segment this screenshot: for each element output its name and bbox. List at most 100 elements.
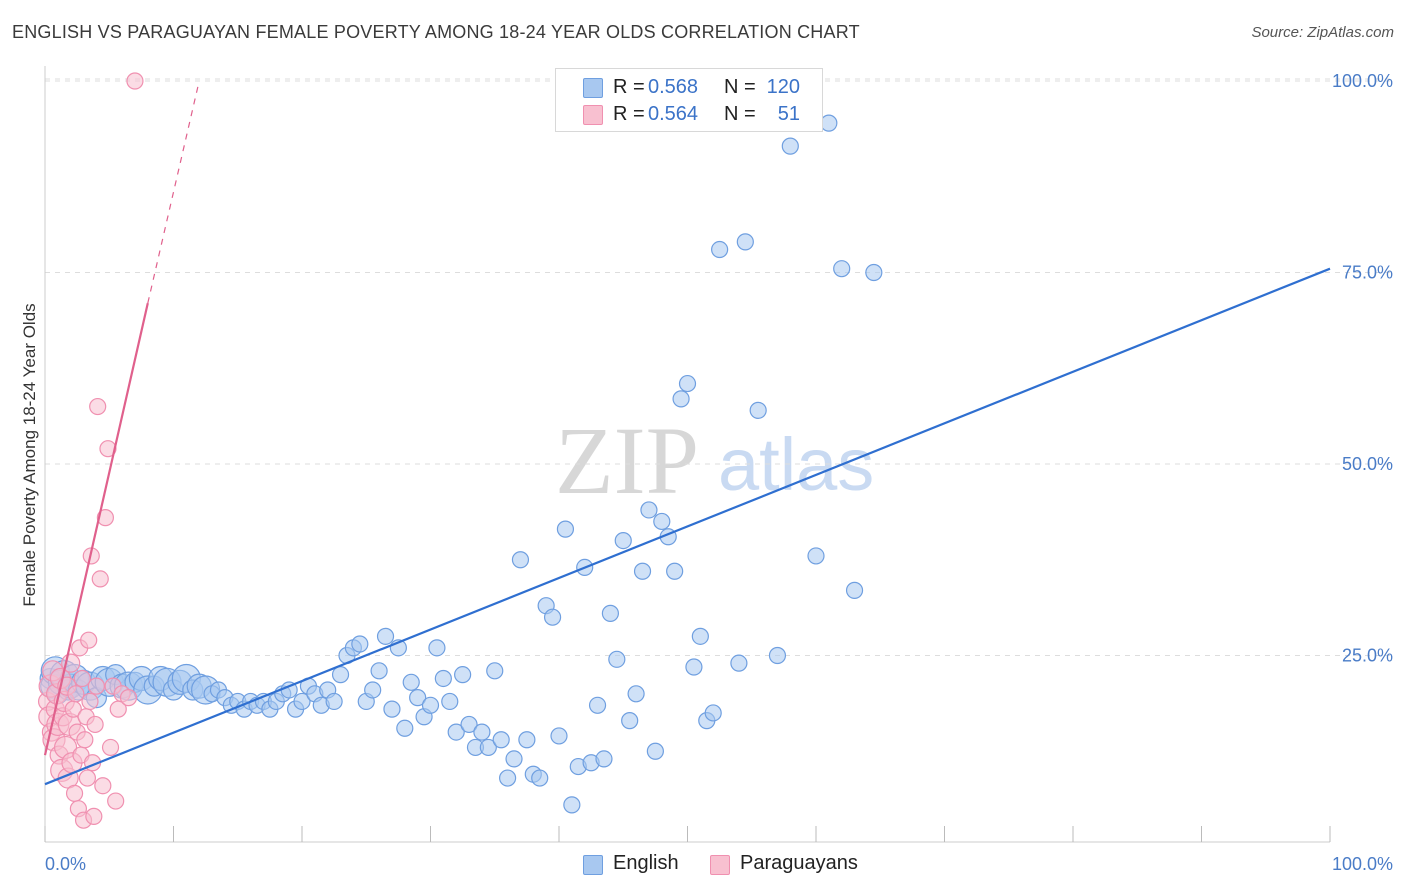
english-point	[505, 750, 523, 768]
paraguayan-point	[73, 669, 91, 688]
english-point	[409, 689, 427, 707]
english-point	[293, 692, 311, 711]
english-point	[749, 401, 767, 419]
english-point	[531, 769, 549, 787]
paraguayan-point	[94, 777, 112, 795]
english-point	[865, 263, 883, 282]
english-point	[627, 685, 645, 703]
trend-lines	[43, 80, 1331, 786]
x-tick-label-min: 0.0%	[45, 854, 86, 874]
paraguayan-point	[107, 792, 125, 810]
english-legend-swatch	[583, 855, 603, 875]
english-point	[820, 114, 838, 132]
english-point	[768, 646, 787, 665]
english-point	[447, 723, 465, 741]
english-point	[653, 512, 671, 531]
english-point	[608, 650, 626, 668]
paraguayan-point	[89, 397, 107, 416]
legend-row-english: R = 0.568 N = 120	[556, 73, 822, 103]
english-point	[376, 627, 395, 645]
english-point	[678, 374, 697, 393]
english-point	[633, 562, 652, 580]
english-point	[640, 501, 658, 519]
paraguayan-r-value: 0.564	[648, 103, 699, 125]
paraguayan-point	[91, 570, 109, 588]
english-trend-line	[44, 267, 1331, 786]
watermark: ZIP atlas	[555, 407, 874, 514]
english-point	[601, 604, 620, 622]
english-r-value: 0.568	[648, 76, 699, 98]
english-point	[691, 627, 709, 645]
paraguayan-point	[65, 784, 84, 802]
english-point	[666, 562, 684, 580]
y-tick-label: 25.0%	[1342, 646, 1393, 666]
english-point	[550, 727, 568, 745]
source-label: Source: ZipAtlas.com	[1251, 24, 1394, 41]
english-point	[556, 520, 575, 538]
english-point	[672, 390, 690, 408]
tick-labels: 25.0% 50.0% 75.0% 100.0% 0.0% 100.0%	[45, 71, 1393, 874]
paraguayan-point	[80, 631, 98, 649]
english-point	[479, 738, 497, 757]
english-point	[781, 137, 799, 155]
english-legend-label: English	[613, 852, 679, 874]
english-point	[434, 669, 452, 688]
y-tick-label: 50.0%	[1342, 454, 1393, 474]
paraguayan-point	[85, 807, 103, 825]
english-r-label: R =	[613, 76, 645, 98]
paraguayan-point	[67, 685, 85, 703]
legend-row-paraguayan: R = 0.564 N = 51	[556, 100, 822, 130]
gridlines	[45, 78, 1392, 656]
english-point	[421, 696, 440, 714]
paraguayan-legend-label: Paraguayans	[740, 852, 858, 874]
english-point	[685, 658, 703, 676]
english-point	[736, 233, 754, 251]
english-point	[711, 240, 729, 259]
english-point	[351, 635, 369, 653]
english-point	[621, 712, 639, 730]
english-point	[646, 742, 664, 760]
english-point	[492, 731, 510, 749]
english-point	[325, 692, 343, 711]
english-point	[518, 731, 536, 749]
english-point	[807, 547, 825, 565]
paraguayan-point	[101, 738, 120, 757]
english-point	[730, 654, 748, 672]
english-point	[833, 260, 851, 278]
correlation-legend: R = 0.568 N = 120 R = 0.564 N = 51	[555, 68, 823, 132]
english-point	[588, 696, 607, 714]
english-point	[595, 750, 613, 768]
paraguayan-point	[78, 769, 97, 787]
english-point	[704, 704, 722, 722]
english-swatch	[583, 78, 603, 98]
y-tick-label: 75.0%	[1342, 263, 1393, 283]
english-point	[454, 666, 472, 684]
english-point	[563, 796, 581, 814]
paraguayan-trend-line	[43, 302, 149, 756]
english-n-value: 120	[766, 76, 800, 98]
english-point	[486, 662, 504, 680]
english-point	[460, 715, 478, 734]
english-point	[396, 719, 414, 737]
english-point	[543, 608, 562, 626]
english-point	[845, 581, 864, 599]
english-point	[370, 662, 388, 680]
english-point	[614, 531, 632, 550]
paraguayan-legend-swatch	[710, 855, 730, 875]
paraguayan-point	[99, 440, 117, 458]
paraguayan-point	[87, 677, 106, 695]
x-tick-label-max: 100.0%	[1332, 854, 1393, 874]
english-point	[383, 700, 401, 718]
english-point	[364, 681, 382, 699]
watermark-zip: ZIP	[555, 407, 699, 514]
english-point	[441, 692, 459, 711]
english-point	[402, 673, 420, 691]
paraguayan-swatch	[583, 105, 603, 125]
chart-title: ENGLISH VS PARAGUAYAN FEMALE POVERTY AMO…	[12, 22, 860, 42]
english-point	[428, 639, 446, 657]
paraguayan-point	[126, 72, 144, 90]
y-tick-label: 100.0%	[1332, 71, 1393, 91]
english-point	[511, 551, 530, 569]
paraguayan-series	[37, 72, 144, 829]
